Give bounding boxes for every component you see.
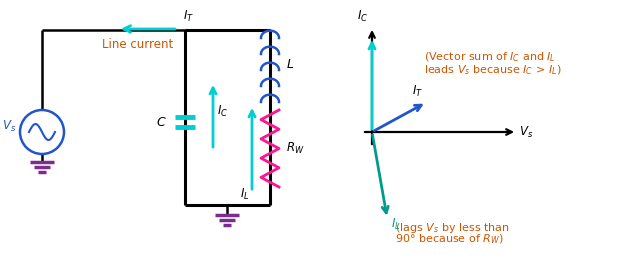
Text: (lags $V_s$ by less than: (lags $V_s$ by less than — [395, 221, 510, 235]
Text: $I_C$: $I_C$ — [357, 9, 368, 24]
Text: $L$: $L$ — [286, 58, 294, 72]
Text: $V_s$: $V_s$ — [519, 125, 533, 140]
Text: $I_T$: $I_T$ — [183, 9, 194, 24]
Text: $I_C$: $I_C$ — [217, 103, 229, 119]
Text: Line current: Line current — [103, 38, 173, 51]
Text: 90° because of $R_W$): 90° because of $R_W$) — [395, 233, 504, 246]
Text: $I_T$: $I_T$ — [412, 84, 423, 99]
Text: $I_L$: $I_L$ — [241, 187, 250, 202]
Text: $I_L$: $I_L$ — [391, 217, 401, 232]
Text: (Vector sum of $I_C$ and $I_L$: (Vector sum of $I_C$ and $I_L$ — [424, 50, 556, 64]
Text: $C$: $C$ — [156, 115, 167, 128]
Text: $V_s$: $V_s$ — [2, 119, 16, 134]
Text: leads $V_s$ because $I_C$ > $I_L$): leads $V_s$ because $I_C$ > $I_L$) — [424, 63, 561, 77]
Text: $R_W$: $R_W$ — [286, 141, 304, 156]
